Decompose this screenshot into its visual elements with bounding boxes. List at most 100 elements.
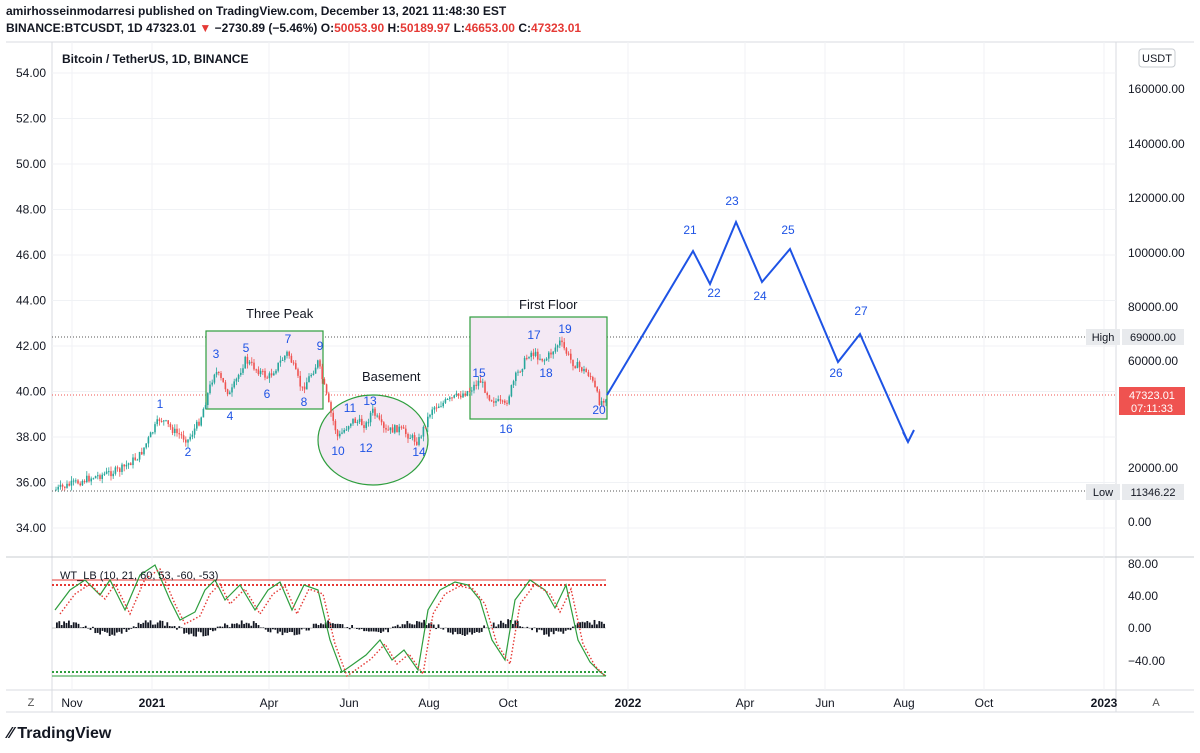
candle-body: [475, 384, 477, 386]
histogram-bar: [183, 628, 185, 634]
z-button[interactable]: [22, 694, 40, 710]
candle-body: [209, 384, 211, 394]
histogram-bar: [576, 623, 579, 628]
a-button[interactable]: [1147, 694, 1165, 710]
histogram-bar: [596, 624, 598, 628]
candle-body: [204, 405, 207, 409]
projection-path[interactable]: [606, 219, 909, 443]
histogram-bar: [224, 623, 226, 628]
candle-body: [387, 429, 389, 431]
annotation-first-floor: First Floor: [519, 297, 578, 312]
wave-labels: 1234567891011121314151617181920212223242…: [157, 194, 868, 459]
candle-body: [343, 429, 345, 433]
candle-body: [171, 427, 174, 434]
candle-body: [510, 385, 513, 397]
histogram-bar: [125, 628, 128, 633]
candle-body: [508, 396, 510, 404]
candle-body: [193, 428, 196, 435]
histogram-bar: [190, 628, 193, 634]
histogram-bar: [132, 626, 135, 628]
histogram-bar: [75, 622, 77, 628]
candle-body: [244, 356, 246, 369]
candle-body: [257, 369, 260, 375]
right-axis-tick: 0.00: [1128, 515, 1152, 529]
candle-body: [178, 433, 180, 435]
candle-body: [270, 373, 273, 376]
candle-body: [554, 347, 557, 352]
candle-body: [68, 483, 70, 486]
histogram-bar: [200, 628, 202, 633]
basement-ellipse[interactable]: [317, 394, 429, 486]
candle-body: [94, 476, 97, 479]
histogram-bar: [231, 623, 233, 628]
histogram-bar: [600, 621, 603, 628]
candle-body: [222, 378, 224, 383]
histogram-bar: [452, 628, 454, 635]
histogram-bar: [536, 628, 538, 633]
candle-body: [237, 374, 240, 379]
histogram-bar: [418, 621, 421, 628]
chart-canvas[interactable]: 54.0052.0050.0048.0046.0044.0042.0040.00…: [0, 40, 1200, 722]
candle-body: [323, 379, 326, 385]
candle-body: [160, 421, 163, 423]
histogram-bar: [550, 628, 553, 632]
candle-body: [332, 412, 334, 421]
left-axis-tick: 46.00: [16, 248, 46, 262]
close-label: C:: [518, 21, 531, 35]
histogram-bar: [152, 624, 154, 628]
histogram-bar: [588, 622, 591, 628]
candle-body: [457, 393, 460, 396]
histogram-bar: [425, 624, 428, 628]
histogram-bar: [149, 620, 152, 628]
candle-body: [246, 356, 249, 364]
tradingview-logo[interactable]: ⁄⁄ TradingView: [8, 725, 111, 743]
candle-body: [253, 362, 255, 370]
candle-body: [211, 382, 213, 385]
candle-body: [259, 370, 262, 375]
candle-body: [411, 435, 414, 438]
wave-label-20: 20: [592, 403, 606, 417]
histogram-bar: [471, 628, 473, 635]
histogram-bar: [516, 621, 519, 628]
currency-badge[interactable]: [1138, 48, 1176, 68]
wave-label-7: 7: [285, 332, 292, 346]
candle-body: [180, 434, 183, 436]
histogram-bar: [521, 626, 524, 628]
high-value-badge: [1122, 329, 1184, 345]
candle-body: [152, 432, 154, 434]
histogram-bar: [473, 628, 476, 633]
candle-body: [363, 425, 365, 429]
symbol-ohlc-line: BINANCE:BTCUSDT, 1D 47323.01 ▼ −2730.89 …: [6, 21, 581, 35]
candle-body: [587, 372, 590, 376]
left-axis-tick: 44.00: [16, 294, 46, 308]
three-peak-box[interactable]: [205, 330, 324, 410]
histogram-bar: [356, 628, 358, 629]
histogram-bar: [346, 627, 349, 628]
histogram-bar: [113, 628, 116, 636]
histogram-bar: [351, 625, 353, 628]
histogram-bar: [147, 622, 149, 628]
histogram-bar: [276, 628, 279, 634]
candle-body: [77, 480, 79, 484]
histogram-bar: [411, 624, 413, 628]
candle-body: [600, 400, 603, 406]
histogram-bar: [540, 628, 543, 631]
histogram-bar: [305, 628, 308, 631]
candle-body: [163, 420, 165, 422]
candle-body: [409, 437, 411, 439]
right-axis-tick: 80000.00: [1128, 300, 1178, 314]
histogram-bar: [288, 628, 291, 632]
candle-body: [400, 426, 403, 428]
wave-label-17: 17: [527, 328, 541, 342]
histogram-bar: [384, 628, 387, 630]
histogram-bar: [286, 628, 289, 633]
candle-body: [482, 381, 484, 383]
candle-body: [537, 351, 539, 360]
candle-body: [501, 400, 504, 402]
histogram-bar: [531, 628, 533, 631]
histogram-bar: [322, 624, 325, 628]
candle-body: [398, 426, 400, 433]
left-axis-tick: 42.00: [16, 339, 46, 353]
candle-body: [292, 362, 295, 364]
histogram-bar: [291, 628, 293, 633]
